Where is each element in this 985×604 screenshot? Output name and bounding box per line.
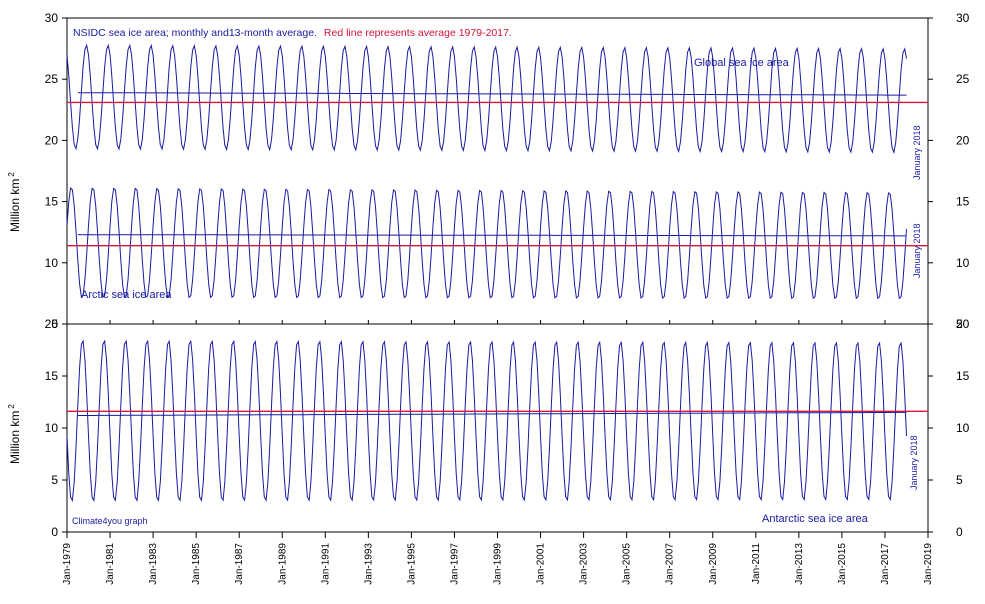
y-tick-label-left: 15	[45, 195, 59, 209]
x-tick-labels: Jan-1979 Jan-1981 Jan-1983 Jan-1985 Jan-1987…	[62, 543, 934, 585]
y-tick-label-right: 10	[956, 256, 970, 270]
y-tick-label-right: 30	[956, 11, 970, 25]
global-label: Global sea ice area	[694, 57, 790, 69]
y-tick-label-left: 0	[51, 525, 58, 539]
y-tick-label-left: 10	[45, 256, 59, 270]
y-tick-label-left: 20	[45, 317, 59, 331]
antarctic-sea-ice-area-13-month-average-line	[77, 411, 907, 416]
x-tick-label: Jan-2003	[579, 543, 590, 585]
global-sea-ice-area-monthly-line	[66, 43, 907, 155]
y-tick-label-right: 15	[956, 195, 970, 209]
upper-y-axis-title-sup: 2	[7, 172, 16, 177]
series-lines	[66, 43, 928, 502]
upper-y-axis-title-text: Million km	[8, 179, 22, 232]
y-tick-label-left: 10	[45, 421, 59, 435]
y-tick-label-left: 25	[45, 72, 59, 86]
x-tick-label: Jan-2001	[536, 543, 547, 585]
upper-y-axis-title: Million km 2	[7, 172, 22, 232]
lower-y-axis-title-sup: 2	[7, 404, 16, 409]
x-tick-label: Jan-1983	[148, 543, 159, 585]
x-tick-label: Jan-2019	[923, 543, 934, 585]
x-tick-label: Jan-1979	[62, 543, 73, 585]
lower-y-axis-title-text: Million km	[8, 411, 22, 464]
x-tick-label: Jan-2011	[751, 543, 762, 584]
title-annotation: NSIDC sea ice area; monthly and13-month …	[73, 27, 512, 39]
x-tick-label: Jan-1991	[320, 543, 331, 585]
x-tick-label: Jan-1993	[363, 543, 374, 585]
x-tick-label: Jan-1989	[277, 543, 288, 585]
title-blue-text: NSIDC sea ice area; monthly and13-month …	[73, 27, 317, 39]
x-tick-label: Jan-2005	[622, 543, 633, 585]
x-tick-label: Jan-2017	[880, 543, 891, 585]
x-tick-label: Jan-2013	[794, 543, 805, 585]
x-tick-label: Jan-1995	[406, 543, 417, 585]
y-tick-label-right: 25	[956, 72, 970, 86]
y-tick-label-left: 30	[45, 11, 59, 25]
date-label-arctic: January 2018	[912, 223, 922, 278]
y-tick-label-left: 15	[45, 369, 59, 383]
y-tick-label-left: 5	[51, 317, 58, 331]
arctic-sea-ice-area-monthly-line	[66, 187, 907, 300]
x-tick-label: Jan-1985	[191, 543, 202, 585]
y-tick-label-left: 5	[51, 473, 58, 487]
y-tick-label-right: 15	[956, 369, 970, 383]
date-label-antarctic: January 2018	[909, 435, 919, 490]
arctic-sea-ice-area-13-month-average-line	[77, 234, 907, 237]
x-tick-label: Jan-2009	[708, 543, 719, 585]
arctic-label: Arctic sea ice area	[81, 289, 172, 301]
date-label-global: January 2018	[912, 125, 922, 180]
x-tick-label: Jan-1999	[493, 543, 504, 585]
global-sea-ice-area-13-month-average-line	[77, 92, 907, 96]
title-red-text: Red line represents average 1979-2017.	[324, 27, 512, 39]
x-tick-label: Jan-2007	[665, 543, 676, 585]
x-tick-label: Jan-1981	[105, 543, 116, 585]
y-tick-label-left: 20	[45, 133, 59, 147]
y-tick-label-right: 20	[956, 317, 970, 331]
credit-label: Climate4you graph	[72, 516, 148, 526]
antarctic-label: Antarctic sea ice area	[762, 513, 869, 525]
y-tick-label-right: 20	[956, 133, 970, 147]
x-tick-label: Jan-2015	[837, 543, 848, 585]
y-tick-label-right: 0	[956, 525, 963, 539]
y-tick-label-right: 10	[956, 421, 970, 435]
axis-ticks: 5 5 10 10 15 15 20 20 25 25 30 30 0 0 5 5 10 10 15 15 20 20	[45, 11, 970, 539]
lower-y-axis-title: Million km 2	[7, 404, 22, 464]
x-tick-label: Jan-1987	[234, 543, 245, 585]
x-tick-label: Jan-1997	[449, 543, 460, 585]
y-tick-label-right: 5	[956, 317, 963, 331]
antarctic-sea-ice-area-monthly-line	[66, 339, 907, 502]
y-tick-label-right: 5	[956, 473, 963, 487]
